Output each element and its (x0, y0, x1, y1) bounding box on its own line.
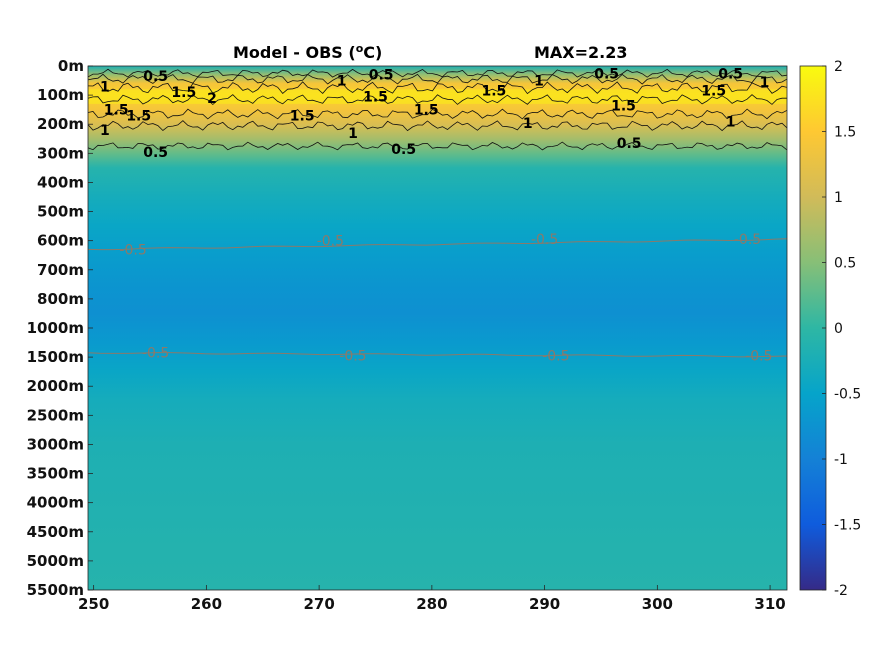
colorbar-tick-label: 0.5 (834, 256, 856, 272)
contour-label: 1 (100, 123, 110, 139)
contour-label: 1.5 (701, 84, 726, 100)
contour-label: 1 (100, 79, 110, 95)
y-tick-label: 4000m (27, 494, 84, 512)
contour-label: 1.5 (611, 98, 636, 114)
contour-label: 1 (726, 114, 736, 130)
contour-line-negative (88, 238, 787, 251)
y-tick-label: 1000m (27, 319, 84, 337)
contour-line-positive (88, 141, 787, 151)
y-tick-label: 400m (37, 173, 84, 191)
title-suffix: C) (363, 43, 382, 62)
contour-label: 0.5 (369, 68, 394, 84)
x-tick-label: 300 (642, 595, 673, 613)
contour-line-positive (88, 73, 787, 85)
contour-label: 1.5 (363, 90, 388, 106)
colorbar-tick-label: -1.5 (834, 518, 861, 534)
warm-core-band (88, 89, 787, 104)
y-tick-label: 3000m (27, 435, 84, 453)
y-tick-label: 5000m (27, 552, 84, 570)
y-tick-label: 0m (58, 57, 84, 75)
title-unit-superscript: o (356, 42, 364, 55)
x-tick-label: 310 (754, 595, 785, 613)
y-tick-label: 2500m (27, 406, 84, 424)
contour-label: 1.5 (126, 108, 151, 124)
contour-line-positive (88, 120, 787, 132)
contour-label: -0.5 (317, 234, 344, 250)
contour-label: 0.5 (143, 69, 168, 85)
y-axis: 0m 100m 200m 300m 400m 500m 600m 700m 800m 1000m 1… (27, 57, 93, 599)
contour-line-positive (88, 68, 787, 78)
contour-label: 1 (337, 74, 347, 90)
contour-label: -0.5 (339, 349, 366, 365)
contour-line-negative (88, 352, 787, 358)
x-tick-label: 270 (303, 595, 334, 613)
colorbar-tick-label: -1 (834, 452, 848, 468)
contour-label: 1.5 (414, 103, 439, 119)
contour-label: 1.5 (481, 84, 506, 100)
chart-title: Model - OBS (oC) (233, 42, 382, 62)
contour-line-positive (88, 81, 787, 95)
contour-label: -0.5 (745, 349, 772, 365)
contour-label: 0.5 (143, 145, 168, 161)
contour-label: -0.5 (531, 232, 558, 248)
y-tick-label: 2000m (27, 377, 84, 395)
max-annotation: MAX=2.23 (534, 43, 628, 62)
contour-label: -0.5 (734, 232, 761, 248)
colorbar-tick-label: 1 (834, 190, 843, 206)
contour-lines (88, 68, 787, 358)
colorbar-tick-label: -2 (834, 583, 848, 599)
y-tick-label: 600m (37, 232, 84, 250)
y-tick-label: 3500m (27, 465, 84, 483)
contour-label: -0.5 (119, 242, 146, 258)
x-tick-label: 260 (191, 595, 222, 613)
colorbar-tick-label: 0 (834, 321, 843, 337)
y-tick-label: 300m (37, 144, 84, 162)
x-axis: 250 260 270 280 290 300 310 (78, 585, 786, 613)
colorbar-ticks: 2 1.5 1 0.5 0 -0.5 -1 -1.5 -2 (822, 59, 861, 599)
contour-line-positive (88, 108, 787, 120)
y-tick-label: 700m (37, 261, 84, 279)
y-tick-label: 800m (37, 290, 84, 308)
colorbar-tick-label: -0.5 (834, 387, 861, 403)
heat-bands (88, 89, 787, 104)
contour-label: -0.5 (542, 349, 569, 365)
y-tick-label: 4500m (27, 523, 84, 541)
y-tick-label: 1500m (27, 348, 84, 366)
contour-label: 1 (534, 74, 544, 90)
x-tick-label: 280 (416, 595, 447, 613)
x-tick-label: 250 (78, 595, 109, 613)
contour-label: 0.5 (718, 66, 743, 82)
contour-label: 1 (348, 126, 358, 142)
x-tick-label: 290 (529, 595, 560, 613)
contour-label: 1.5 (171, 85, 196, 101)
contour-label: 0.5 (391, 142, 416, 158)
colorbar-tick-label: 2 (834, 59, 843, 75)
contour-label: 1.5 (290, 108, 315, 124)
contour-label: 1 (523, 116, 533, 132)
y-tick-label: 5500m (27, 581, 84, 599)
y-tick-label: 200m (37, 115, 84, 133)
contour-labels: 0.5 0.5 0.5 0.50.5 0.5 0.51 1 1 11 11 11.5 1.5 1.5 1.… (100, 66, 772, 364)
colorbar (799, 65, 827, 591)
contour-label: 1.5 (104, 103, 129, 119)
plot-area: 0.5 0.5 0.5 0.50.5 0.5 0.51 1 1 11 11 11.5 1.5 1.5 1.… (88, 66, 787, 590)
title-main: Model - OBS ( (233, 43, 356, 62)
y-tick-label: 500m (37, 203, 84, 221)
y-tick-label: 100m (37, 86, 84, 104)
colorbar-tick-label: 1.5 (834, 125, 856, 141)
contour-label: -0.5 (142, 346, 169, 362)
contour-label: 2 (207, 91, 217, 107)
contour-label: 0.5 (617, 136, 642, 152)
contour-label: 1 (760, 75, 770, 91)
contour-label: 0.5 (594, 66, 619, 82)
heatmap-field (88, 66, 787, 590)
contour-line-positive (88, 94, 787, 106)
